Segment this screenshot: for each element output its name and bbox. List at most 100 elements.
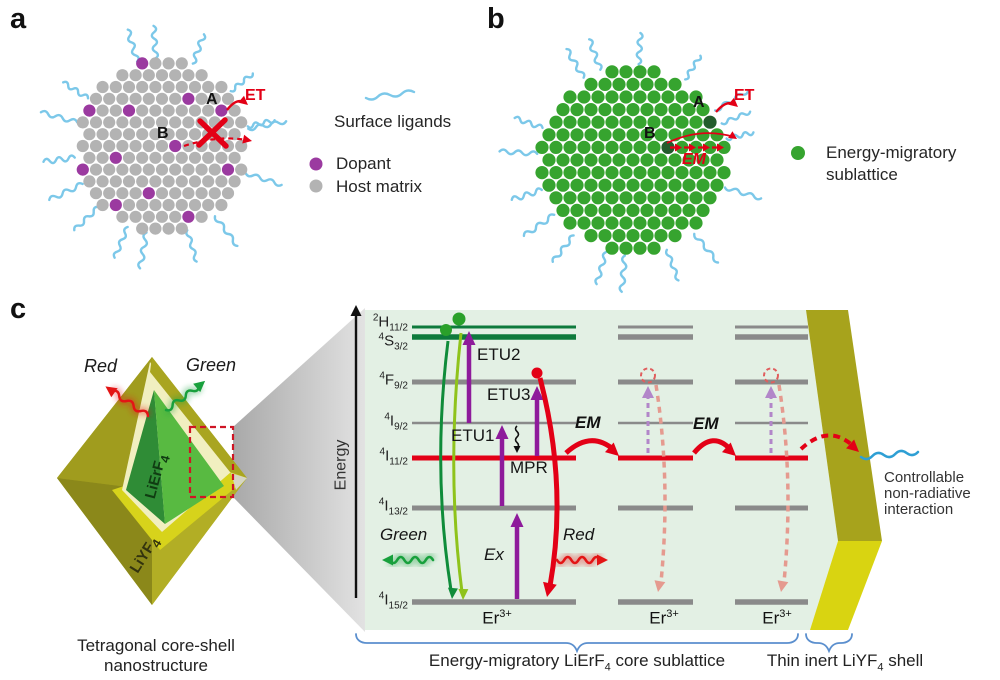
nanoparticle-b-site: [570, 128, 584, 142]
nanoparticle-b-site: [612, 128, 626, 142]
nanoparticle-a-site: [142, 69, 155, 82]
energy-axis-label: Energy: [332, 439, 350, 491]
ligand-squiggle: [112, 225, 129, 259]
etu3-label: ETU3: [487, 385, 531, 404]
nanoparticle-b-site: [605, 65, 619, 79]
nanoparticle-a-site: [142, 139, 155, 153]
em-chain-head: [675, 143, 682, 152]
nanoparticle-b-site: [654, 203, 668, 217]
nanoparticle-a-site: [155, 92, 169, 105]
nanoparticle-a-site: [188, 104, 202, 117]
nanoparticle-b-site: [591, 166, 605, 180]
nanoparticle-b-site: [591, 140, 605, 154]
nanoparticle-b-site: [591, 115, 605, 129]
nanoparticle-b-site: [549, 191, 563, 205]
nanoparticle-a-site: [162, 57, 175, 70]
nanoparticle-a-site: [96, 175, 109, 188]
nanoparticle-a-special-site: [169, 139, 182, 153]
nanoparticle-b-site: [689, 90, 703, 104]
red-wavy-arrow-oct: [105, 386, 152, 418]
nanoparticle-a-site: [195, 69, 208, 82]
energy-diagram: [350, 305, 920, 605]
nanoparticle-b-site: [605, 90, 619, 104]
nanoparticle-b-site: [675, 90, 689, 104]
et-label-a: ET: [245, 87, 266, 104]
green-wavy-arrow-oct-head: [193, 380, 206, 393]
nanoparticle-b-site: [605, 191, 619, 205]
nanoparticle-b-site: [654, 178, 668, 192]
em-chain-head: [703, 143, 710, 152]
nanoparticle-a-site: [116, 139, 129, 153]
green-emission-head-dark: [447, 587, 458, 599]
nanoparticle-b-site: [619, 216, 633, 230]
level-label-4I13-2: 4I13/2: [378, 496, 408, 518]
nanoparticle-a-site: [169, 116, 182, 129]
nanoparticle-a-site: [89, 187, 103, 200]
nanoparticle-b-site: [640, 229, 654, 243]
mpr-head: [513, 446, 521, 453]
nanoparticle-a-site: [142, 116, 155, 129]
nanoparticle-a-special-site: [83, 104, 96, 117]
ligand-squiggle: [723, 186, 763, 201]
nanoparticle-b-site: [570, 178, 584, 192]
ligand-squiggle: [618, 254, 628, 293]
nanoparticle-b-site: [619, 115, 633, 129]
nanoparticle-b-site: [703, 140, 717, 154]
level-label-4F9-2: 4F9/2: [379, 370, 408, 392]
legend-migratory-line1: Energy-migratory: [826, 143, 957, 162]
nanoparticle-b-site: [605, 241, 619, 255]
nanoparticle-a-site: [162, 198, 175, 212]
nanoparticle-b-site: [696, 203, 710, 217]
nanoparticle-b-site: [633, 65, 647, 79]
host-legend-dot: [309, 179, 323, 193]
nanoparticle-a-site: [155, 139, 169, 153]
nanoparticle-a-site: [169, 163, 182, 176]
nanoparticle-b-site: [591, 191, 605, 205]
nanoparticle-a-site: [116, 69, 129, 82]
nanoparticle-a-site: [215, 151, 228, 164]
nanoparticle-b-site: [591, 90, 605, 104]
nanoparticle-a-site: [195, 163, 208, 176]
nanoparticle-b-site: [556, 203, 570, 217]
nanoparticle-a-site: [169, 187, 182, 200]
nanoparticle-b-site: [535, 166, 549, 180]
virtual-emission-dashed-curve: [654, 384, 667, 583]
et-arrow-a-head: [238, 95, 248, 105]
nanoparticle-a-site: [169, 69, 182, 82]
nanoparticle-a-site: [109, 175, 122, 188]
nanoparticle-b-site: [689, 216, 703, 230]
site-b-label-a: B: [157, 125, 169, 142]
nanoparticle-b-site: [682, 103, 696, 117]
nanoparticle-b-site: [661, 90, 675, 104]
nanoparticle-b-site: [584, 153, 598, 167]
green-population-dot: [440, 324, 452, 336]
dopant-legend-dot: [309, 157, 323, 171]
nanoparticle-b-site: [710, 153, 724, 167]
nanoparticle-b-site: [661, 115, 675, 129]
nanoparticle-a-site: [149, 198, 162, 212]
nanoparticle-a-site: [202, 198, 215, 212]
nonradiative-arc-head: [846, 439, 859, 452]
nanoparticle-a-special-site: [109, 198, 122, 212]
nanoparticle-a-site: [228, 151, 241, 164]
nanoparticle-a-site: [149, 222, 162, 235]
panel-b-annotations: [666, 97, 738, 152]
green-emission-label: Green: [380, 525, 428, 544]
green-wavy-arrow-diagram-wave: [388, 555, 435, 565]
nanoparticle-a-site: [76, 116, 89, 129]
nanoparticle-a-site: [116, 116, 129, 129]
virtual-emission-dashed-curve: [777, 384, 790, 583]
nanoparticle-b-site: [612, 229, 626, 243]
nanoparticle-a-site: [195, 187, 208, 200]
ligand-squiggle: [513, 115, 544, 130]
octahedron-face-upper-left: [57, 357, 152, 490]
blocked-x-stroke: [196, 117, 228, 148]
nanoparticle-b-site: [556, 153, 570, 167]
brace-inert-shell: [805, 633, 853, 654]
nanoparticle-b-site: [654, 229, 668, 243]
nanoparticle-a-site: [122, 128, 136, 141]
ligand-squiggle: [510, 187, 543, 201]
ion-label-1: Er3+: [482, 608, 512, 628]
nanoparticle-b-site: [640, 203, 654, 217]
nanoparticle-b-site: [647, 65, 661, 79]
